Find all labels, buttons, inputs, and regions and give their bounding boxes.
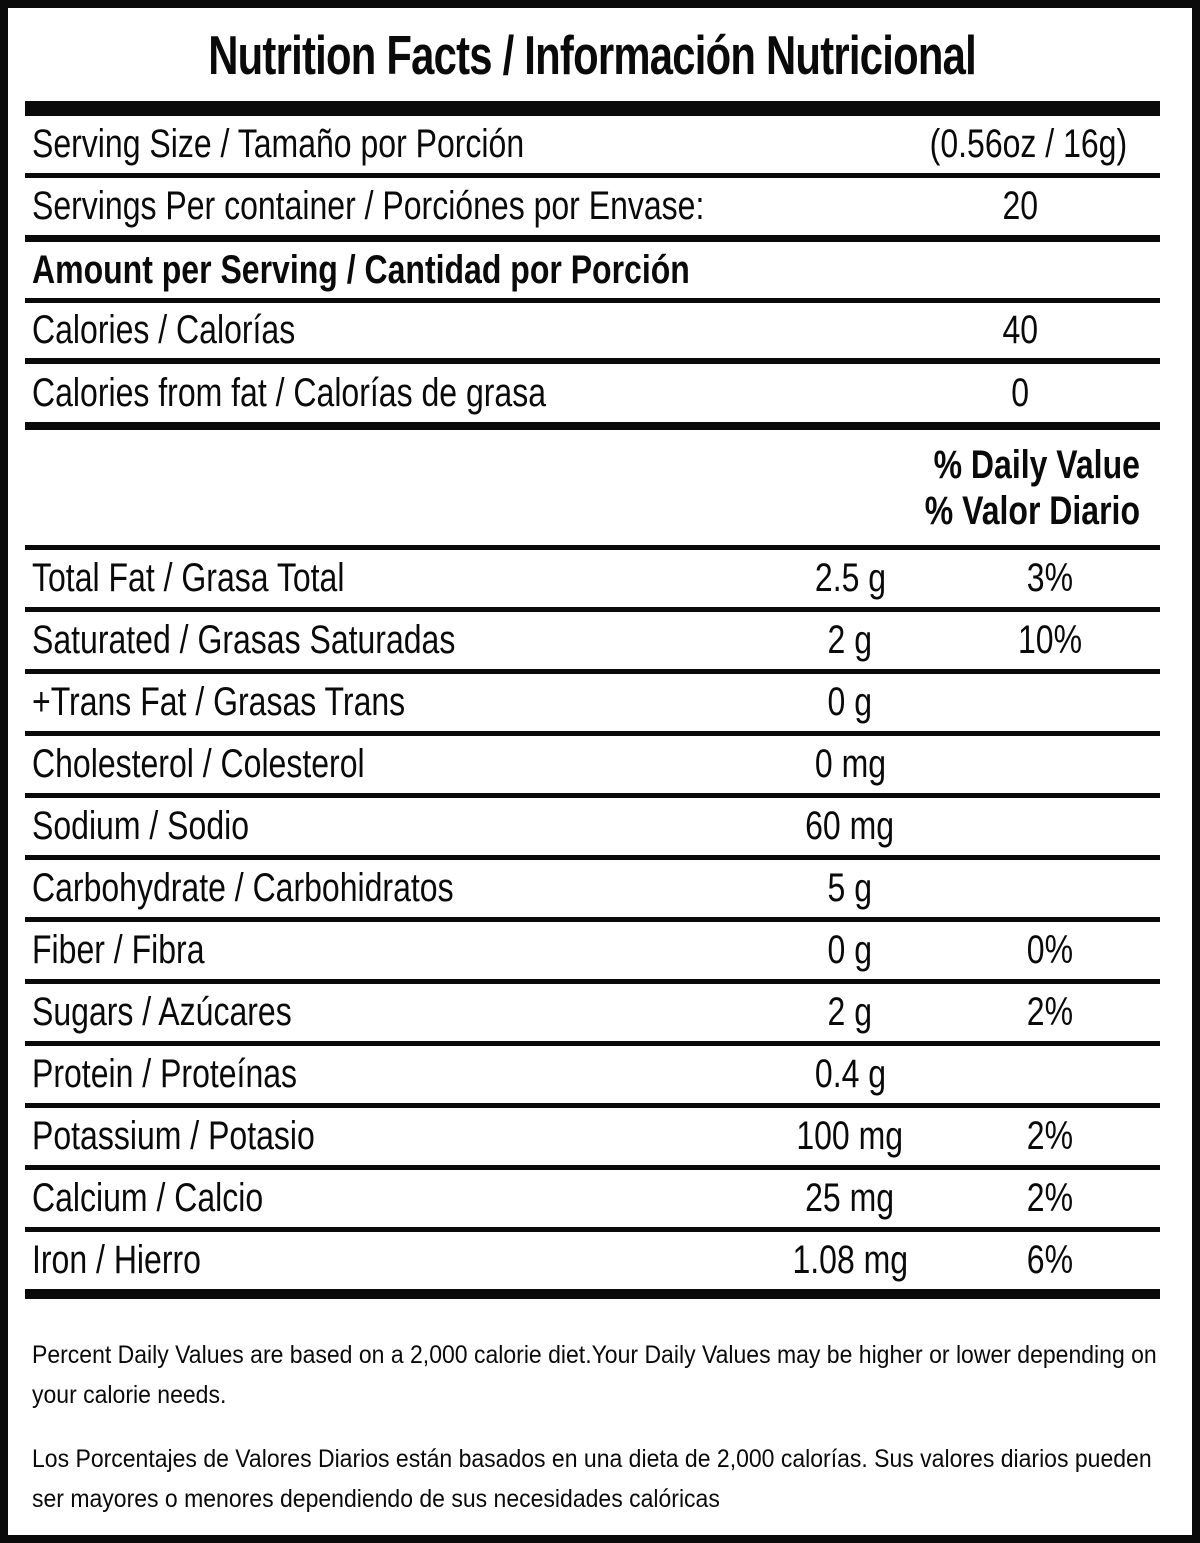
nutrient-amount: 0 g [827,928,873,972]
daily-value-header: % Daily Value % Valor Diario [25,430,1160,545]
nutrient-daily-value [965,804,1135,849]
nutrient-amount: 100 mg [796,1114,904,1158]
serving-size-label: Serving Size / Tamaño por Porción [32,122,525,166]
nutrient-row: Total Fat / Grasa Total 2.5 g 3% [25,550,1160,607]
nutrient-amount: 0 mg [814,742,886,786]
footnote-spanish: Los Porcentajes de Valores Diarios están… [32,1445,1152,1513]
amount-per-serving-header: Amount per Serving / Cantidad por Porció… [32,247,690,292]
footnotes: Percent Daily Values are based on a 2,00… [25,1299,1160,1535]
nutrient-daily-value: 6% [1026,1238,1074,1282]
nutrient-daily-value: 3% [1026,556,1074,600]
amount-per-serving-header-row: Amount per Serving / Cantidad por Porció… [25,242,1160,298]
nutrient-row: Saturated / Grasas Saturadas 2 g 10% [25,612,1160,669]
row-divider [25,1165,1160,1170]
nutrient-table: Total Fat / Grasa Total 2.5 g 3% Saturated … [25,550,1160,1289]
daily-value-header-es: % Valor Diario [924,488,1140,533]
nutrient-label: Iron / Hierro [32,1238,201,1282]
nutrient-amount: 2.5 g [814,556,886,600]
nutrient-row: Calcium / Calcio 25 mg 2% [25,1170,1160,1227]
nutrient-row: Sodium / Sodio 60 mg [25,798,1160,855]
nutrient-amount: 2 g [827,618,873,662]
nutrient-row: +Trans Fat / Grasas Trans 0 g [25,674,1160,731]
nutrient-amount: 5 g [827,866,873,910]
row-divider [25,1103,1160,1108]
row-divider [25,1227,1160,1232]
nutrient-daily-value [965,680,1135,725]
nutrient-label: +Trans Fat / Grasas Trans [32,680,406,724]
nutrient-row: Iron / Hierro 1.08 mg 6% [25,1232,1160,1289]
footnote-english: Percent Daily Values are based on a 2,00… [32,1341,1157,1409]
table-bottom-bar [25,1289,1160,1299]
nutrient-amount: 0 g [827,680,873,724]
nutrient-label: Carbohydrate / Carbohidratos [32,866,454,910]
section-divider [25,235,1160,242]
serving-size-value: (0.56oz / 16g) [929,122,1128,166]
nutrient-amount: 25 mg [805,1176,895,1220]
page-title: Nutrition Facts / Información Nutriciona… [208,23,978,86]
servings-per-container-label: Servings Per container / Porciónes por E… [32,184,705,228]
nutrient-daily-value: 0% [1026,928,1074,972]
row-divider [25,607,1160,612]
nutrient-row: Potassium / Potasio 100 mg 2% [25,1108,1160,1165]
nutrient-label: Sugars / Azúcares [32,990,292,1034]
nutrient-daily-value: 10% [1017,618,1083,662]
row-divider [25,917,1160,922]
nutrient-daily-value: 2% [1026,1176,1074,1220]
servings-per-container-row: Servings Per container / Porciónes por E… [25,178,1160,235]
nutrient-label: Total Fat / Grasa Total [32,556,345,600]
calories-from-fat-row: Calories from fat / Calorías de grasa 0 [25,364,1160,422]
nutrient-label: Protein / Proteínas [32,1052,298,1096]
nutrient-amount: 1.08 mg [792,1238,908,1282]
row-divider [25,298,1160,303]
nutrient-label: Calcium / Calcio [32,1176,264,1220]
row-divider [25,855,1160,860]
nutrient-label: Potassium / Potasio [32,1114,315,1158]
row-divider [25,1041,1160,1046]
nutrient-row: Protein / Proteínas 0.4 g [25,1046,1160,1103]
section-divider [25,422,1160,430]
calories-row: Calories / Calorías 40 [25,303,1160,358]
daily-value-header-en: % Daily Value [933,442,1140,487]
nutrient-daily-value: 2% [1026,990,1074,1034]
row-divider [25,979,1160,984]
nutrient-amount: 2 g [827,990,873,1034]
row-divider [25,793,1160,798]
label-header: Nutrition Facts / Información Nutriciona… [25,8,1160,101]
calories-value: 40 [1002,308,1038,352]
nutrient-daily-value: 2% [1026,1114,1074,1158]
servings-per-container-value: 20 [1002,184,1038,228]
nutrient-label: Saturated / Grasas Saturadas [32,618,456,662]
nutrient-row: Cholesterol / Colesterol 0 mg [25,736,1160,793]
section-divider [25,545,1160,550]
nutrient-daily-value [965,1052,1135,1097]
calories-label: Calories / Calorías [32,308,296,352]
title-divider-bar [25,101,1160,116]
nutrient-row: Carbohydrate / Carbohidratos 5 g [25,860,1160,917]
nutrient-amount: 60 mg [805,804,895,848]
calories-from-fat-value: 0 [1011,370,1029,415]
row-divider [25,358,1160,364]
row-divider [25,731,1160,736]
nutrient-label: Sodium / Sodio [32,804,250,848]
nutrient-amount: 0.4 g [814,1052,886,1096]
nutrient-row: Fiber / Fibra 0 g 0% [25,922,1160,979]
nutrient-row: Sugars / Azúcares 2 g 2% [25,984,1160,1041]
nutrient-daily-value [965,866,1135,911]
row-divider [25,669,1160,674]
calories-from-fat-label: Calories from fat / Calorías de grasa [32,370,546,415]
nutrient-daily-value [965,742,1135,787]
nutrient-label: Fiber / Fibra [32,928,205,972]
label-content: Nutrition Facts / Información Nutriciona… [25,8,1160,1535]
nutrient-label: Cholesterol / Colesterol [32,742,365,786]
serving-size-row: Serving Size / Tamaño por Porción (0.56o… [25,116,1160,173]
row-divider [25,173,1160,178]
